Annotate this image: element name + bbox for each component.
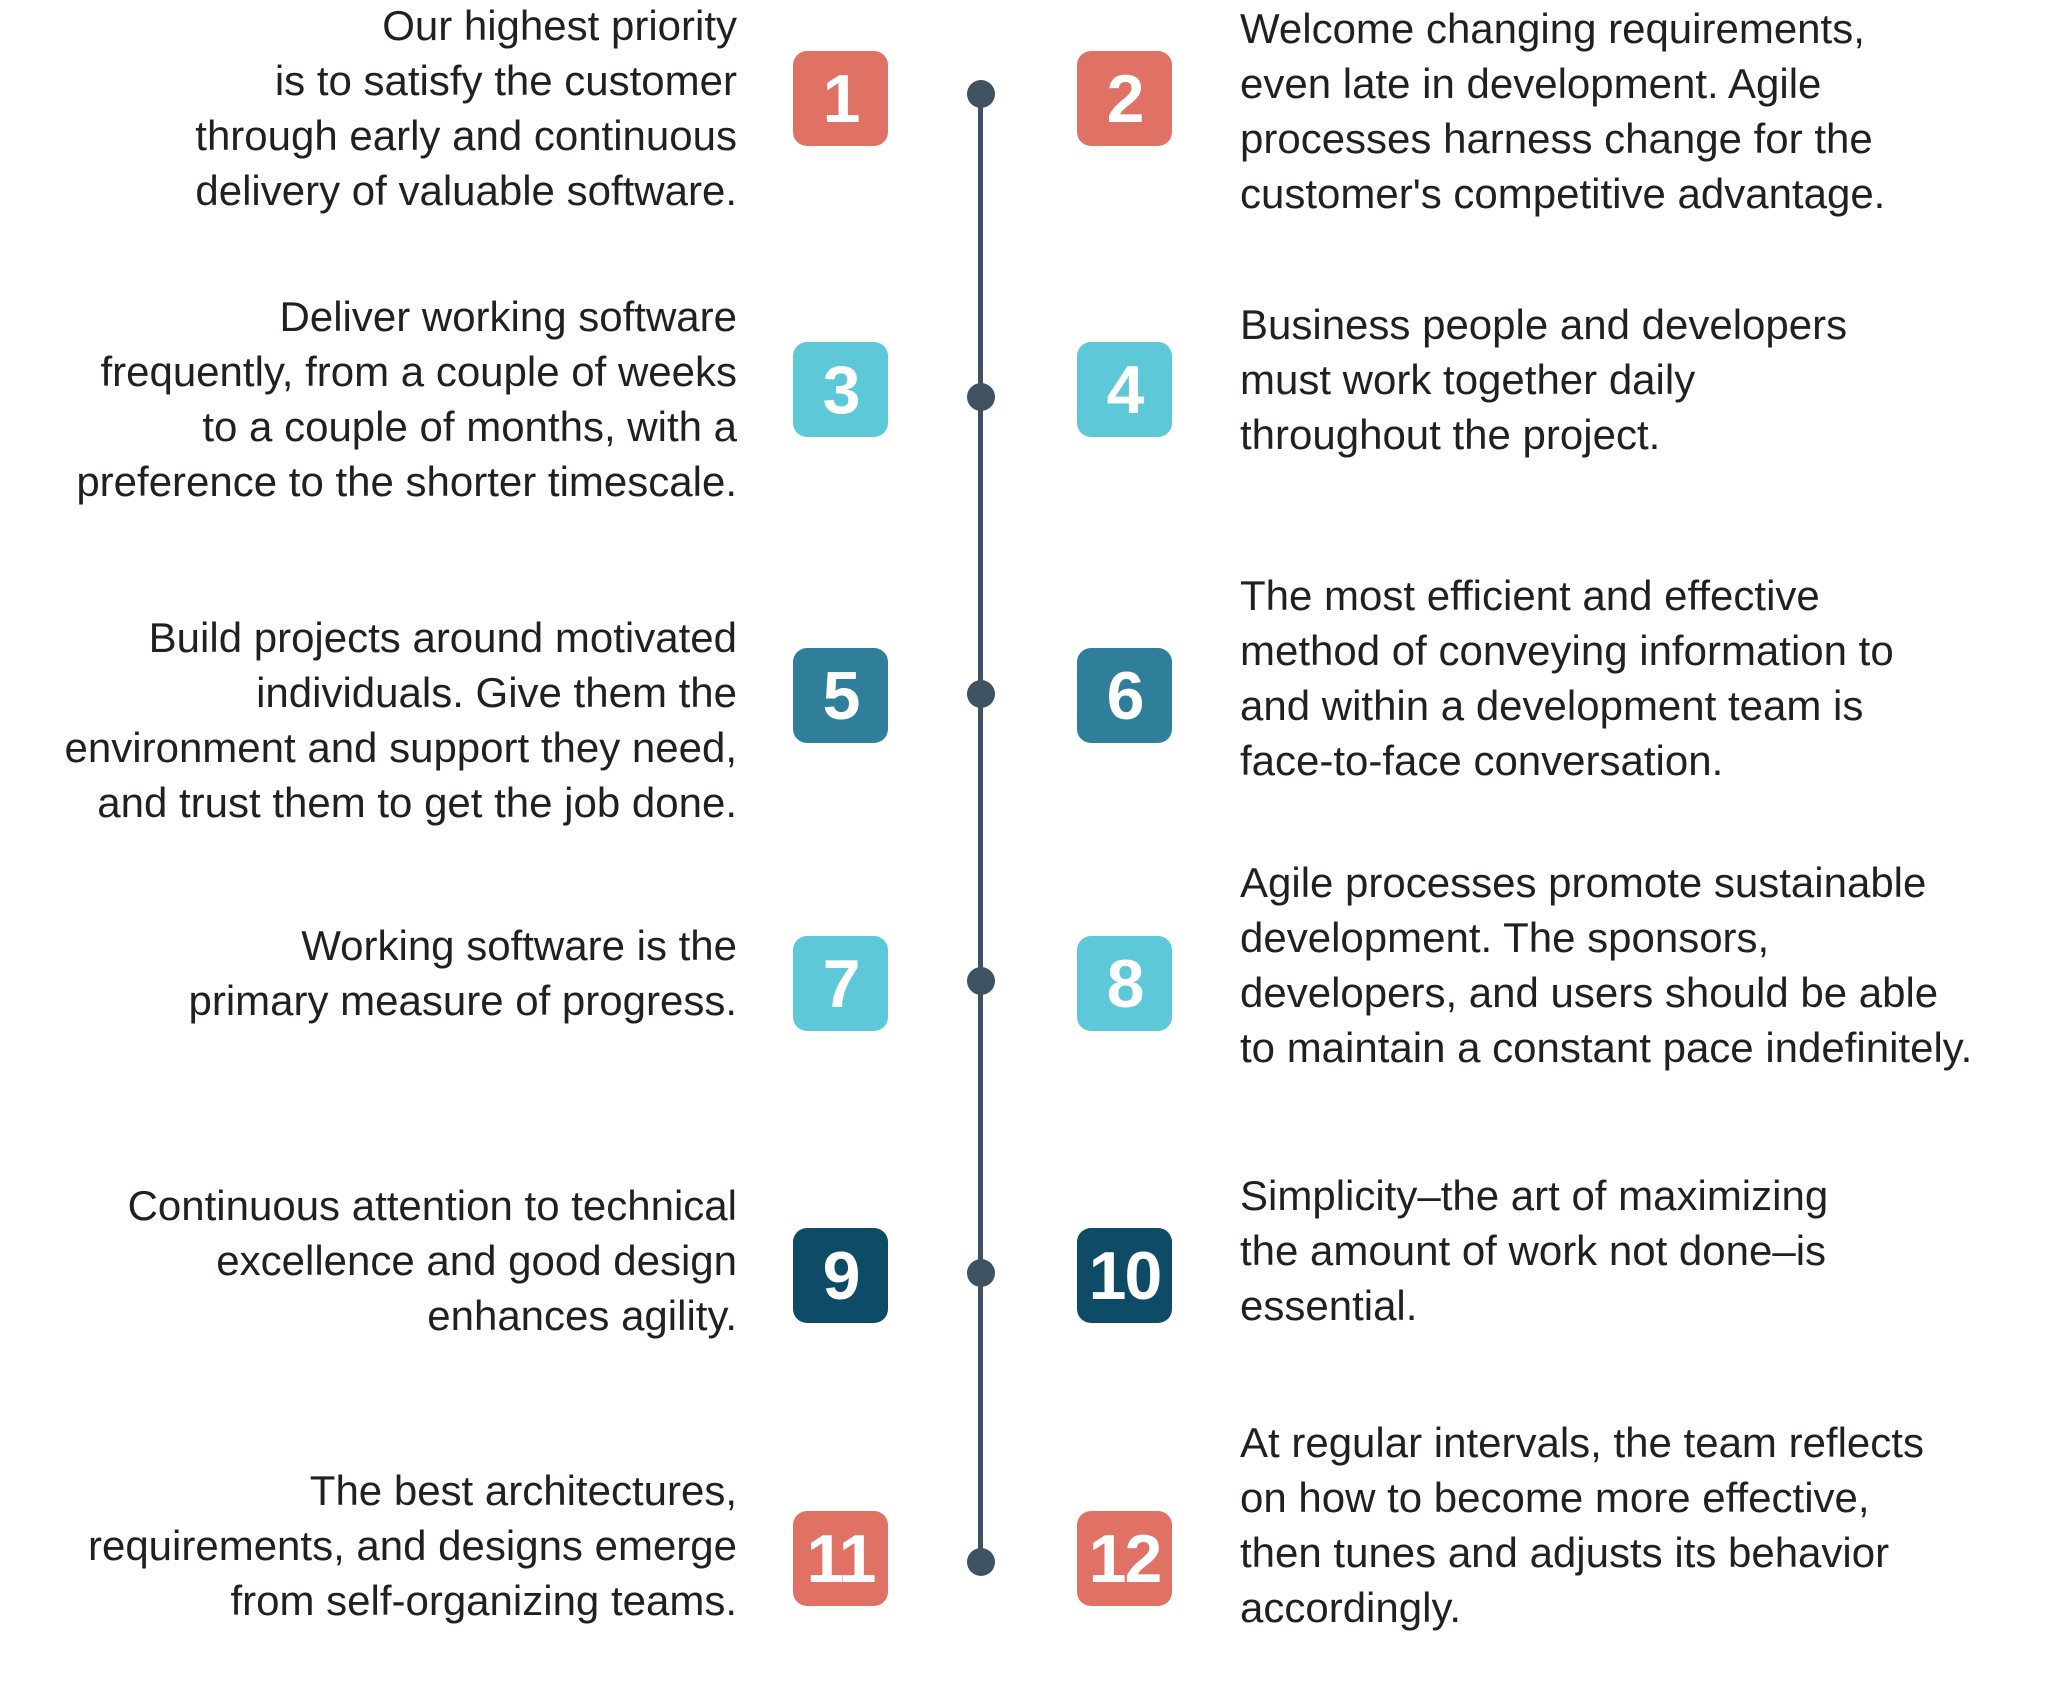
principle-2-badge: 2 — [1077, 51, 1172, 146]
timeline-dot — [967, 383, 995, 411]
principle-3-badge: 3 — [793, 342, 888, 437]
principle-5-badge: 5 — [793, 648, 888, 743]
principle-9-text: Continuous attention to technical excell… — [127, 1182, 737, 1339]
timeline-dot — [967, 1548, 995, 1576]
timeline-dot — [967, 680, 995, 708]
timeline-dot — [967, 80, 995, 108]
principle-11-text: The best architectures, requirements, an… — [87, 1467, 737, 1624]
principle-7-badge: 7 — [793, 936, 888, 1031]
principle-10-text: Simplicity–the art of maximizing the amo… — [1240, 1172, 1829, 1329]
principle-9-badge: 9 — [793, 1228, 888, 1323]
principle-12-badge: 12 — [1077, 1511, 1172, 1606]
principle-12-text: At regular intervals, the team reflects … — [1240, 1419, 1924, 1631]
principle-3-text: Deliver working software frequently, fro… — [76, 293, 737, 505]
principle-1-text: Our highest priority is to satisfy the c… — [195, 2, 737, 214]
principle-1-badge: 1 — [793, 51, 888, 146]
timeline-dot — [967, 967, 995, 995]
principle-6-text: The most efficient and effective method … — [1240, 572, 1894, 784]
principle-4-badge: 4 — [1077, 342, 1172, 437]
principle-8-text: Agile processes promote sustainable deve… — [1240, 859, 1973, 1071]
principle-8-badge: 8 — [1077, 936, 1172, 1031]
principle-4-text: Business people and developers must work… — [1240, 301, 1848, 458]
principle-7-text: Working software is the primary measure … — [188, 922, 737, 1024]
principle-10-badge: 10 — [1077, 1228, 1172, 1323]
principle-2-text: Welcome changing requirements, even late… — [1240, 5, 1886, 217]
principle-6-badge: 6 — [1077, 648, 1172, 743]
timeline-line — [978, 94, 983, 1562]
principle-5-text: Build projects around motivated individu… — [64, 614, 737, 826]
principle-11-badge: 11 — [793, 1511, 888, 1606]
timeline-dot — [967, 1259, 995, 1287]
